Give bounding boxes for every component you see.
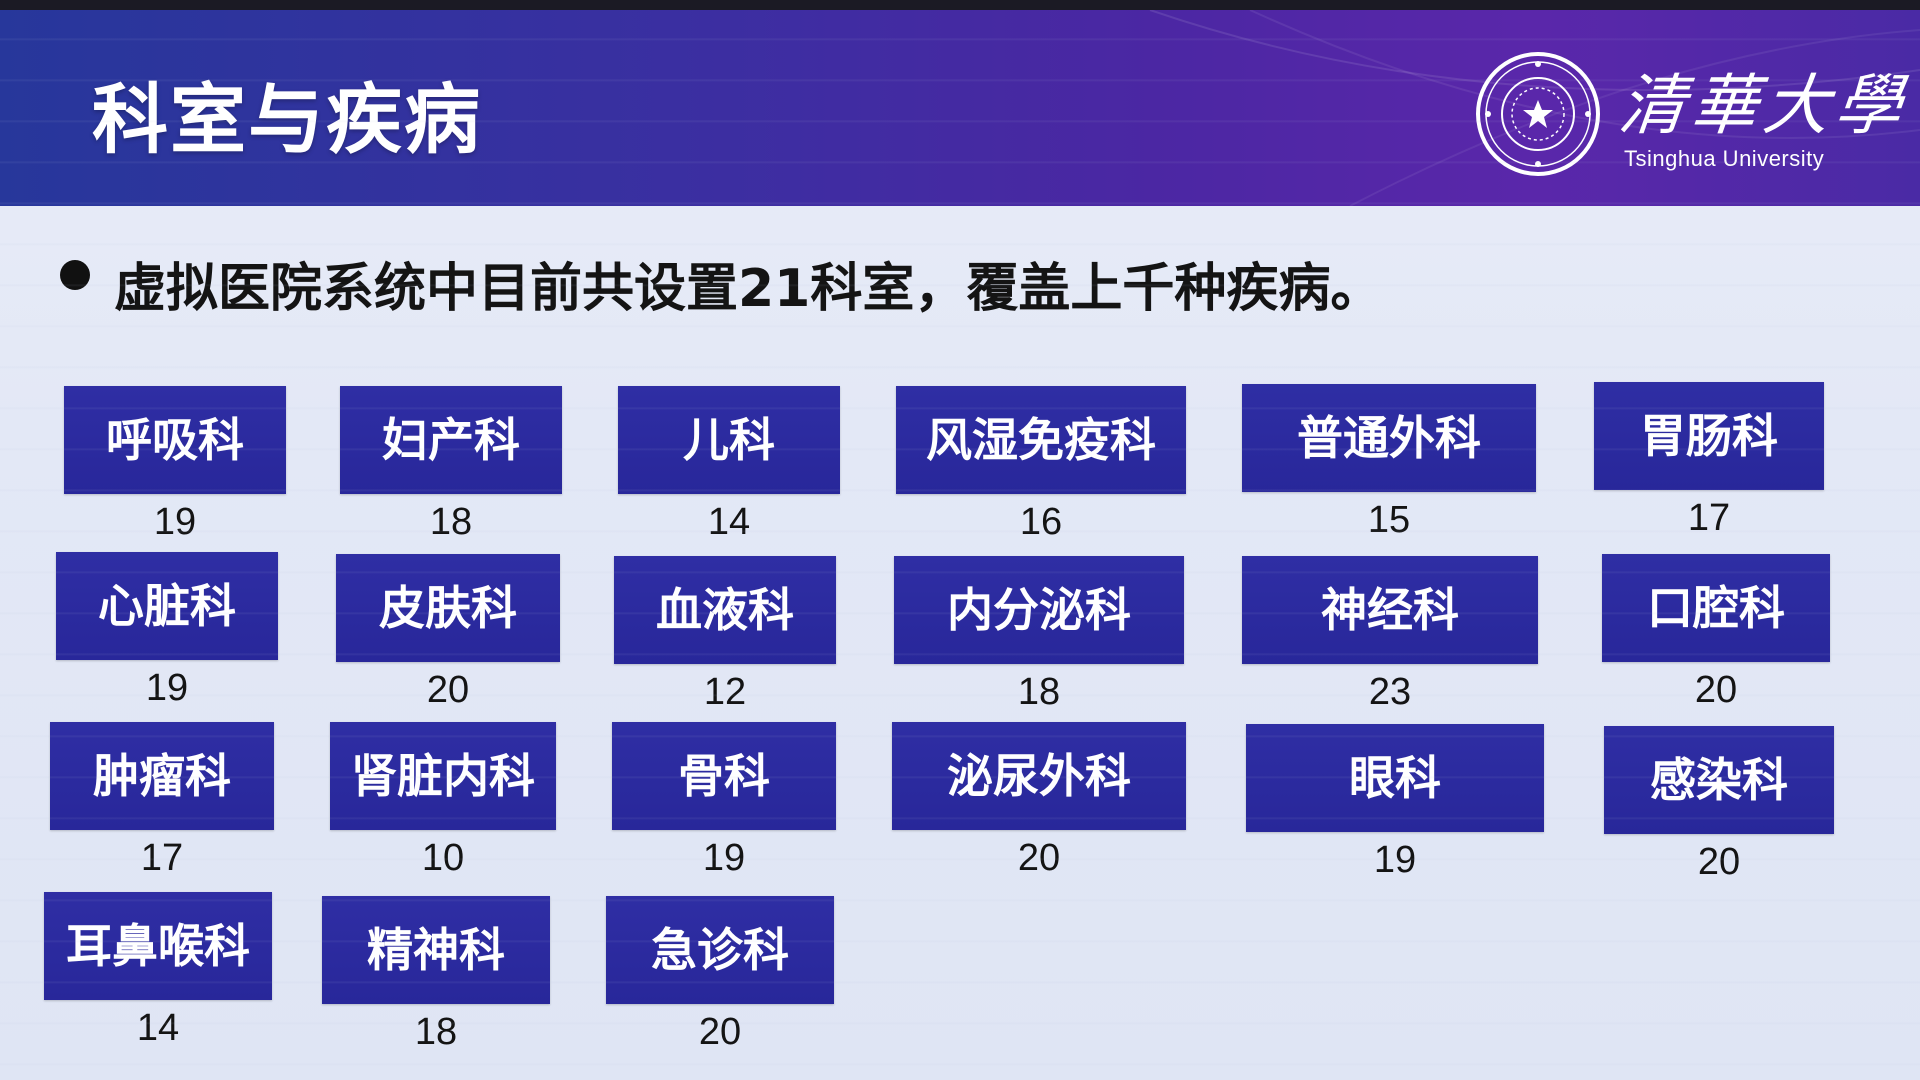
department-card: 皮肤科 20 (336, 554, 560, 712)
page-title: 科室与疾病 (92, 75, 482, 164)
department-card: 神经科 23 (1242, 556, 1538, 714)
department-card: 妇产科 18 (340, 386, 562, 544)
department-count: 10 (421, 837, 465, 879)
department-card: 精神科 18 (322, 896, 550, 1054)
department-count: 20 (426, 669, 470, 711)
screen-bezel (0, 0, 1920, 10)
department-count: 14 (136, 1007, 180, 1049)
department-count: 17 (140, 837, 184, 879)
department-count: 19 (145, 667, 189, 709)
department-card: 口腔科 20 (1602, 554, 1830, 712)
department-card: 儿科 14 (618, 386, 840, 544)
department-card: 肾脏内科 10 (330, 722, 556, 880)
department-count: 20 (1694, 669, 1738, 711)
department-label: 感染科 (1604, 726, 1834, 834)
department-label: 耳鼻喉科 (44, 892, 272, 1000)
department-count: 15 (1367, 499, 1411, 541)
department-label: 胃肠科 (1594, 382, 1824, 490)
department-label: 皮肤科 (336, 554, 560, 662)
department-count: 23 (1368, 671, 1412, 713)
department-card: 眼科 19 (1246, 724, 1544, 882)
department-count: 18 (414, 1011, 458, 1053)
department-label: 妇产科 (340, 386, 562, 494)
department-count: 12 (703, 671, 747, 713)
brand-name-english: Tsinghua University (1624, 146, 1825, 171)
department-card: 耳鼻喉科 14 (44, 892, 272, 1050)
department-card: 内分泌科 18 (894, 556, 1184, 714)
department-card: 急诊科 20 (606, 896, 834, 1054)
bullet-icon (60, 260, 90, 290)
department-count: 19 (702, 837, 746, 879)
department-label: 普通外科 (1242, 384, 1536, 492)
department-card: 胃肠科 17 (1594, 382, 1824, 540)
tsinghua-seal-icon (1476, 52, 1600, 176)
department-card: 肿瘤科 17 (50, 722, 274, 880)
department-count: 18 (429, 501, 473, 543)
department-label: 眼科 (1246, 724, 1544, 832)
department-label: 精神科 (322, 896, 550, 1004)
department-label: 肾脏内科 (330, 722, 556, 830)
department-label: 泌尿外科 (892, 722, 1186, 830)
department-label: 骨科 (612, 722, 836, 830)
department-label: 内分泌科 (894, 556, 1184, 664)
department-label: 口腔科 (1602, 554, 1830, 662)
department-count: 20 (1697, 841, 1741, 883)
department-count: 18 (1017, 671, 1061, 713)
department-label: 儿科 (618, 386, 840, 494)
department-label: 心脏科 (56, 552, 278, 660)
department-label: 肿瘤科 (50, 722, 274, 830)
bullet-text: 虚拟医院系统中目前共设置21科室，覆盖上千种疾病。 (114, 259, 1383, 319)
department-label: 急诊科 (606, 896, 834, 1004)
department-count: 20 (1017, 837, 1061, 879)
department-count: 17 (1687, 497, 1731, 539)
department-label: 血液科 (614, 556, 836, 664)
department-label: 神经科 (1242, 556, 1538, 664)
department-label: 风湿免疫科 (896, 386, 1186, 494)
slide-header: 科室与疾病 清華大學 Tsinghua University (0, 10, 1920, 206)
department-card: 风湿免疫科 16 (896, 386, 1186, 544)
department-count: 19 (1373, 839, 1417, 881)
department-card: 血液科 12 (614, 556, 836, 714)
department-card: 呼吸科 19 (64, 386, 286, 544)
department-card: 感染科 20 (1604, 726, 1834, 884)
brand-name-chinese: 清華大學 (1615, 67, 1912, 144)
department-card: 心脏科 19 (56, 552, 278, 710)
department-count: 14 (707, 501, 751, 543)
department-count: 20 (698, 1011, 742, 1053)
department-count: 16 (1019, 501, 1063, 543)
department-card: 泌尿外科 20 (892, 722, 1186, 880)
department-card: 骨科 19 (612, 722, 836, 880)
department-label: 呼吸科 (64, 386, 286, 494)
department-count: 19 (153, 501, 197, 543)
department-card: 普通外科 15 (1242, 384, 1536, 542)
